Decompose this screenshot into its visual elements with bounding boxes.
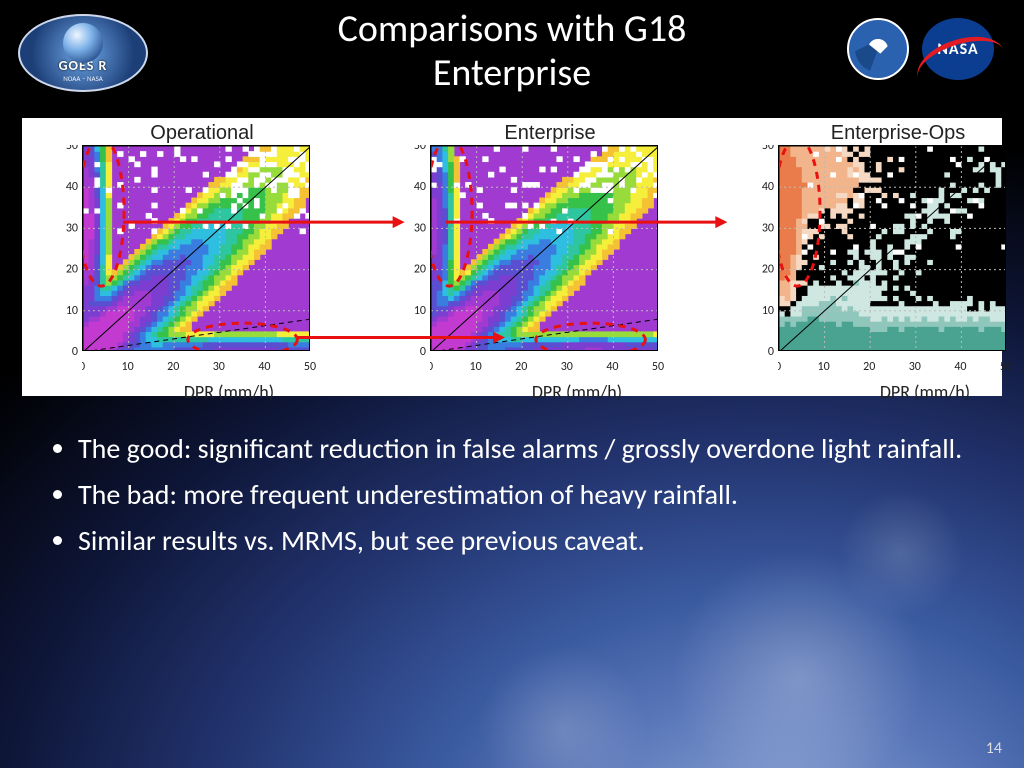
svg-text:0: 0	[430, 360, 433, 374]
svg-text:50: 50	[1000, 360, 1012, 374]
chart-panel: Enterprise-Ops Satellite (mm/h) 01020304…	[724, 122, 1024, 394]
svg-text:10: 10	[762, 304, 774, 318]
svg-text:40: 40	[66, 180, 78, 194]
panel-title: Enterprise	[376, 122, 724, 145]
svg-text:10: 10	[470, 360, 482, 374]
svg-text:40: 40	[954, 360, 966, 374]
nasa-logo: NASA	[922, 18, 994, 80]
svg-text:20: 20	[863, 360, 875, 374]
svg-text:40: 40	[258, 360, 270, 374]
bullet-item: The good: significant reduction in false…	[78, 430, 964, 468]
chart-panel: Operational Satellite (mm/h) 01020304050…	[28, 122, 376, 394]
svg-text:50: 50	[652, 360, 664, 374]
svg-text:50: 50	[66, 145, 78, 153]
panel-title: Enterprise-Ops	[724, 122, 1024, 145]
svg-text:50: 50	[414, 145, 426, 153]
goesr-logo: GOES R NOAA – NASA	[18, 14, 148, 92]
svg-text:40: 40	[606, 360, 618, 374]
svg-text:50: 50	[304, 360, 316, 374]
svg-text:30: 30	[561, 360, 573, 374]
page-number: 14	[986, 739, 1002, 758]
chart-panel: Enterprise Satellite (mm/h) 01020304050 …	[376, 122, 724, 394]
noaa-logo	[847, 18, 909, 80]
svg-text:20: 20	[167, 360, 179, 374]
svg-text:50: 50	[762, 145, 774, 153]
svg-text:30: 30	[66, 221, 78, 235]
svg-text:10: 10	[414, 304, 426, 318]
svg-text:0: 0	[420, 345, 426, 355]
heatmap-plot	[778, 145, 1006, 351]
svg-text:0: 0	[768, 345, 774, 355]
svg-text:10: 10	[818, 360, 830, 374]
nasa-logo-text: NASA	[937, 40, 978, 59]
svg-text:30: 30	[762, 221, 774, 235]
heatmap-plot	[430, 145, 658, 351]
svg-text:10: 10	[122, 360, 134, 374]
svg-text:0: 0	[778, 360, 781, 374]
bullet-item: Similar results vs. MRMS, but see previo…	[78, 522, 964, 560]
svg-text:30: 30	[909, 360, 921, 374]
bullet-item: The bad: more frequent underestimation o…	[78, 476, 964, 514]
svg-text:30: 30	[414, 221, 426, 235]
goesr-logo-sub: NOAA – NASA	[63, 74, 103, 83]
svg-text:20: 20	[515, 360, 527, 374]
bullet-list: The good: significant reduction in false…	[50, 430, 964, 567]
svg-text:20: 20	[414, 263, 426, 277]
svg-text:10: 10	[66, 304, 78, 318]
svg-text:40: 40	[762, 180, 774, 194]
svg-text:20: 20	[762, 263, 774, 277]
svg-text:20: 20	[66, 263, 78, 277]
svg-text:0: 0	[72, 345, 78, 355]
charts-row: Operational Satellite (mm/h) 01020304050…	[22, 118, 1002, 396]
svg-text:40: 40	[414, 180, 426, 194]
panel-title: Operational	[28, 122, 376, 145]
svg-text:30: 30	[213, 360, 225, 374]
heatmap-plot	[82, 145, 310, 351]
svg-text:0: 0	[82, 360, 85, 374]
